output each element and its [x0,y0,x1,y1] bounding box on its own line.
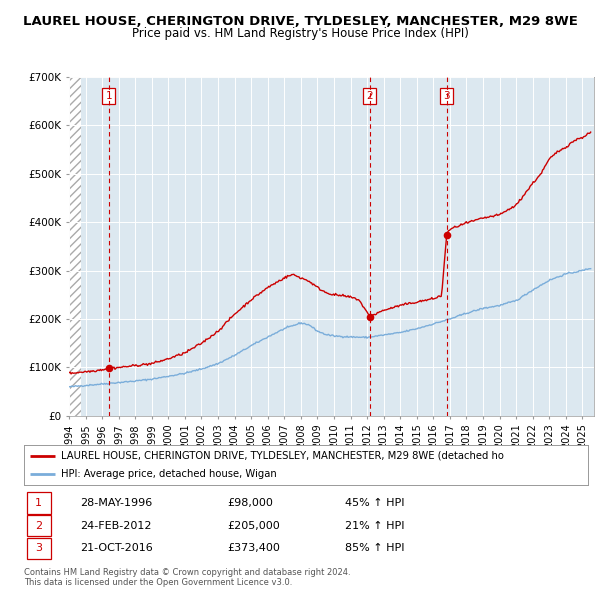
Text: Contains HM Land Registry data © Crown copyright and database right 2024.
This d: Contains HM Land Registry data © Crown c… [24,568,350,587]
Text: £373,400: £373,400 [227,543,280,553]
FancyBboxPatch shape [27,515,50,536]
Text: LAUREL HOUSE, CHERINGTON DRIVE, TYLDESLEY, MANCHESTER, M29 8WE (detached ho: LAUREL HOUSE, CHERINGTON DRIVE, TYLDESLE… [61,451,503,461]
FancyBboxPatch shape [27,493,50,514]
Text: HPI: Average price, detached house, Wigan: HPI: Average price, detached house, Wiga… [61,469,277,479]
Text: 1: 1 [106,91,112,101]
Text: 24-FEB-2012: 24-FEB-2012 [80,521,152,530]
Text: 85% ↑ HPI: 85% ↑ HPI [346,543,405,553]
Text: LAUREL HOUSE, CHERINGTON DRIVE, TYLDESLEY, MANCHESTER, M29 8WE: LAUREL HOUSE, CHERINGTON DRIVE, TYLDESLE… [23,15,577,28]
Text: £205,000: £205,000 [227,521,280,530]
Text: 1: 1 [35,498,42,508]
Text: 21-OCT-2016: 21-OCT-2016 [80,543,153,553]
Text: 28-MAY-1996: 28-MAY-1996 [80,498,152,508]
FancyBboxPatch shape [27,537,50,559]
Text: 45% ↑ HPI: 45% ↑ HPI [346,498,405,508]
Text: 2: 2 [366,91,373,101]
Bar [69,77,80,416]
Text: 2: 2 [35,521,42,530]
Text: 3: 3 [443,91,450,101]
Text: 21% ↑ HPI: 21% ↑ HPI [346,521,405,530]
Text: £98,000: £98,000 [227,498,273,508]
Text: Price paid vs. HM Land Registry's House Price Index (HPI): Price paid vs. HM Land Registry's House … [131,27,469,40]
Text: 3: 3 [35,543,42,553]
